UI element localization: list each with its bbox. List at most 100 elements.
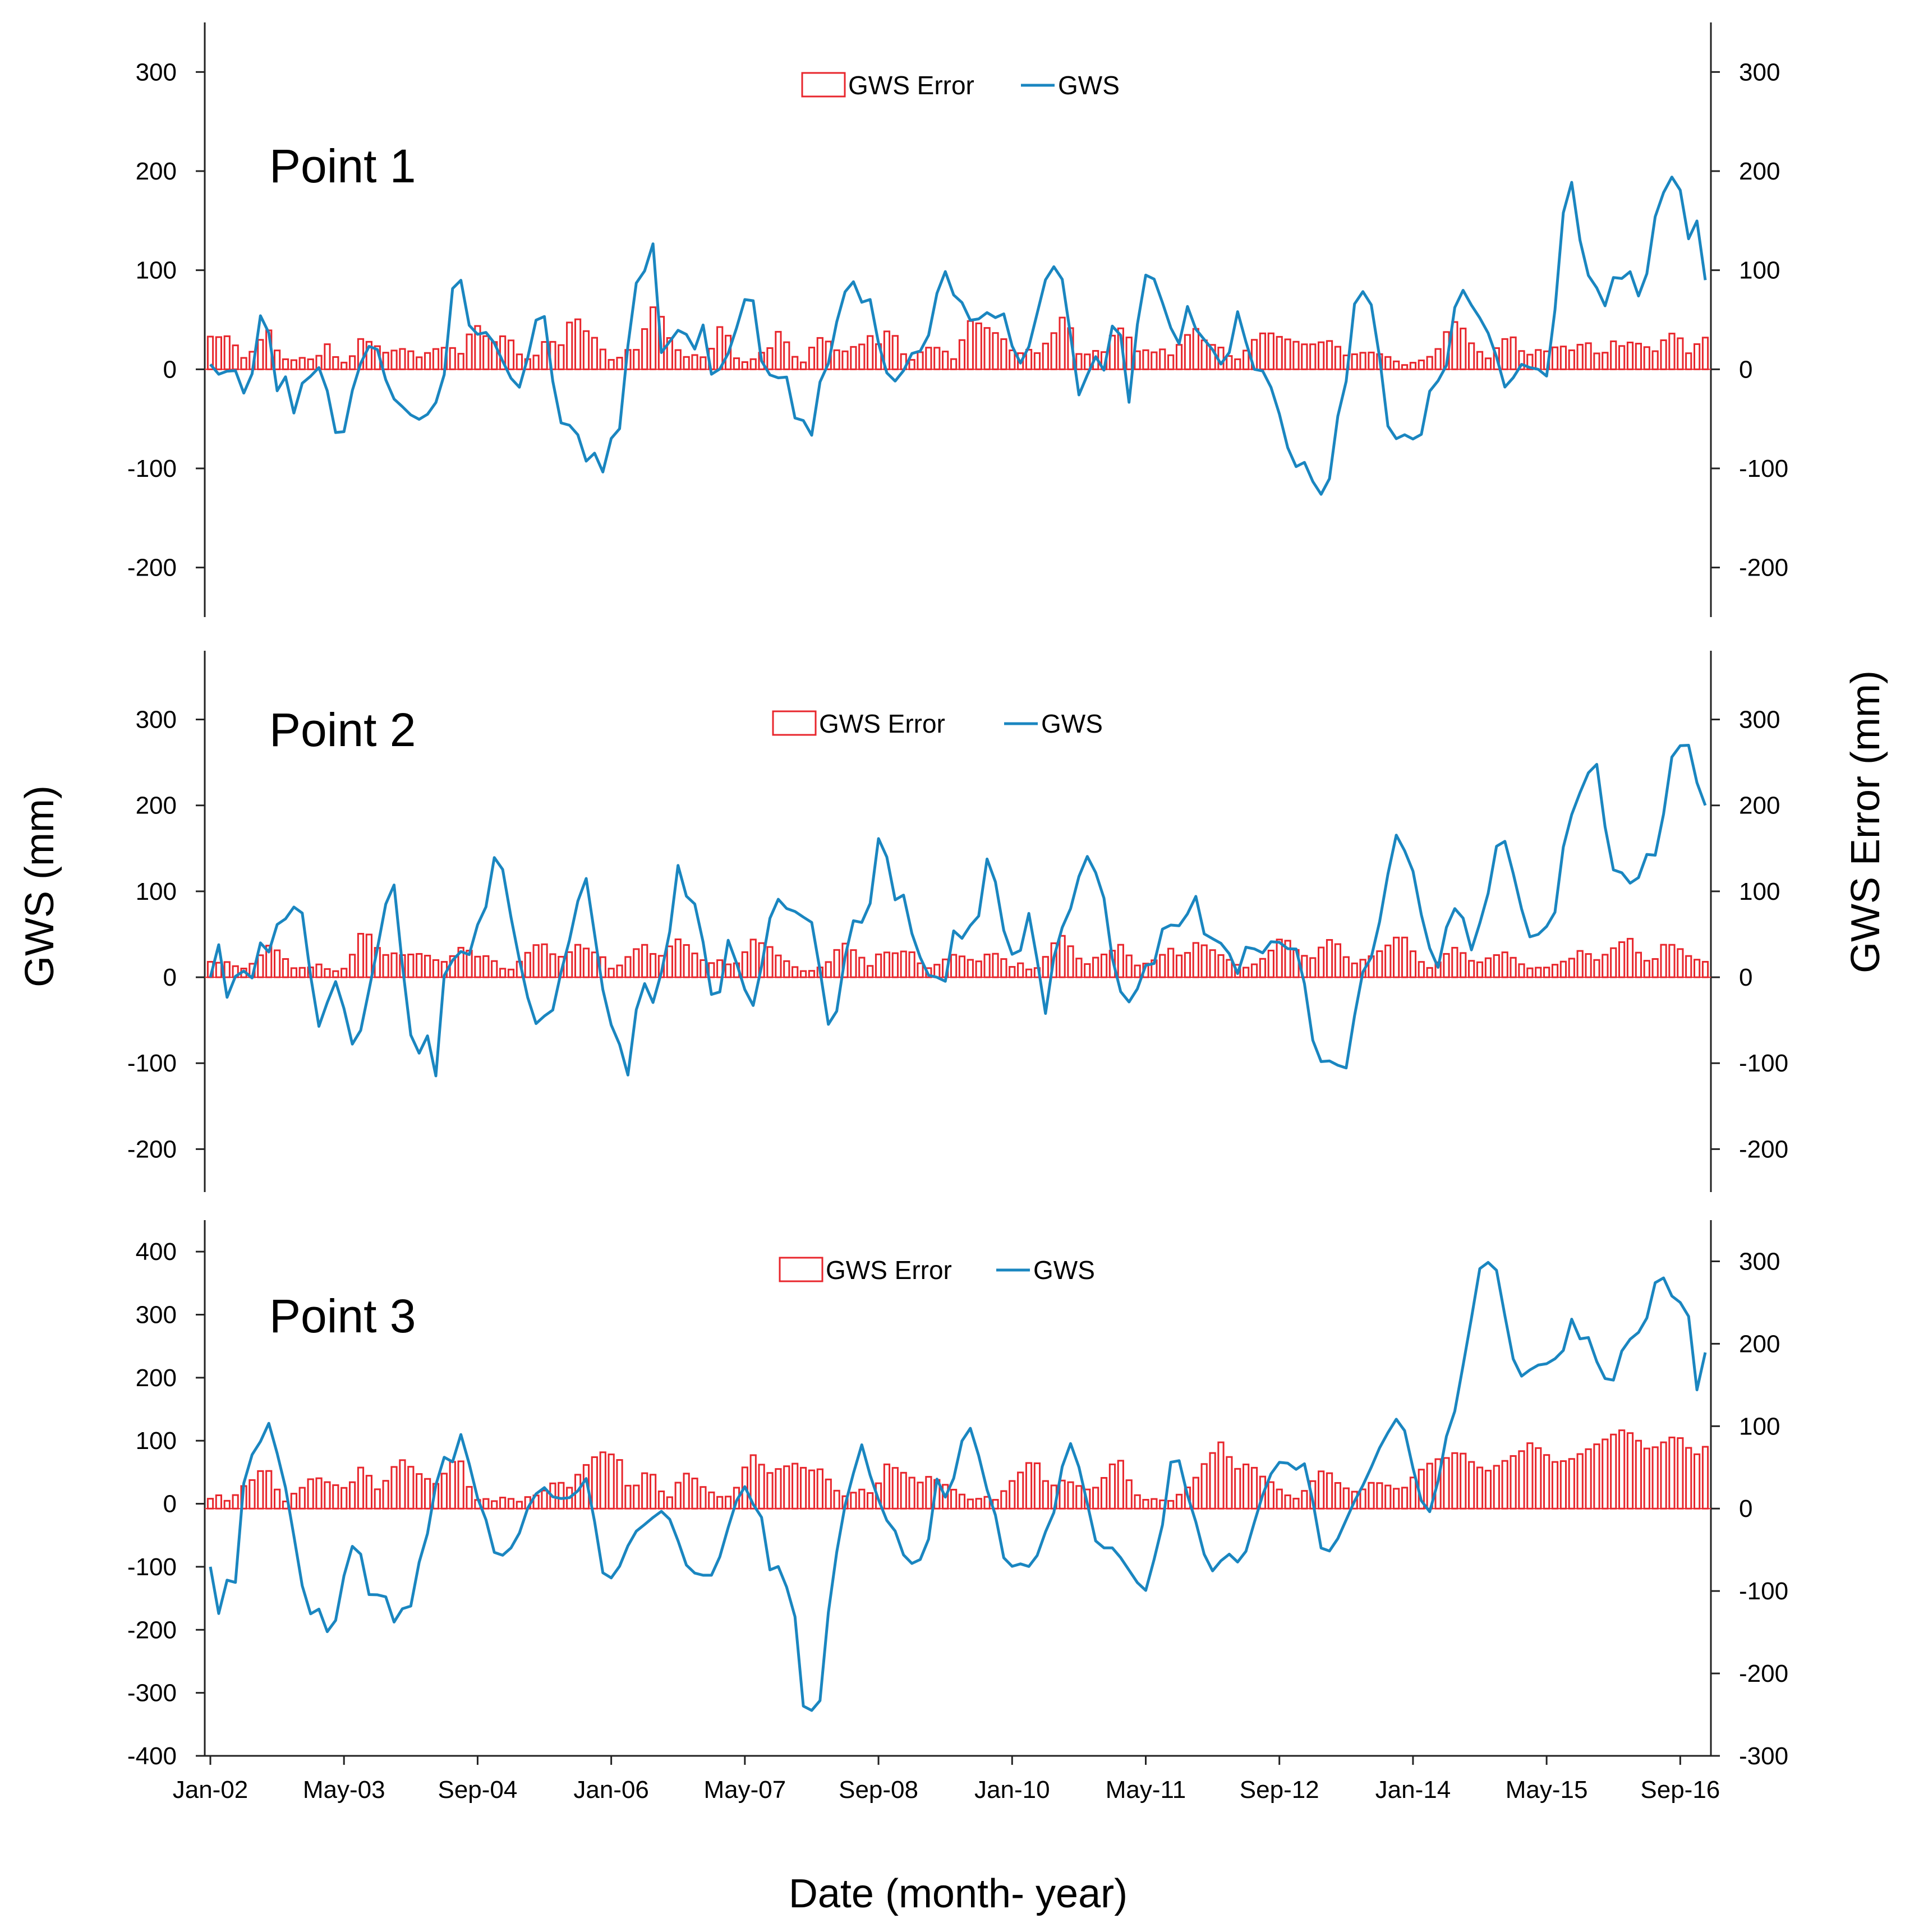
x-tick-label: Jan-06 <box>573 1776 649 1804</box>
error-bar <box>1284 1494 1291 1510</box>
panel-2: 300 200 100 0 -100 -200 300 200 100 0 -100 -200 Po… <box>127 651 1788 1192</box>
error-bar <box>1551 1461 1559 1510</box>
error-bar <box>298 1487 306 1510</box>
error-bar <box>792 356 799 370</box>
error-bar <box>1226 1456 1233 1510</box>
left-tick-label: 200 <box>136 1364 177 1392</box>
panel-1-legend: GWS Error GWS <box>801 71 1120 100</box>
left-tick-label: -100 <box>127 1553 177 1581</box>
right-tick-label: -100 <box>1739 455 1788 482</box>
panel-1-right-ticks: 300 200 100 0 -100 -200 <box>1711 58 1788 582</box>
error-bar <box>1610 1433 1617 1510</box>
error-bar <box>365 933 372 978</box>
error-bar <box>1476 351 1484 370</box>
error-bar <box>1100 953 1108 978</box>
right-tick-label: -100 <box>1739 1050 1788 1077</box>
error-bar <box>1626 937 1634 978</box>
error-bar <box>1200 944 1208 978</box>
error-bar <box>883 951 891 978</box>
error-bar <box>775 1468 782 1510</box>
error-bar <box>1643 346 1650 370</box>
error-bar <box>1092 956 1099 978</box>
error-bar <box>1234 358 1241 370</box>
error-bar <box>1418 359 1425 370</box>
error-bar <box>1701 960 1709 978</box>
left-tick-label: -400 <box>127 1742 177 1770</box>
error-bar <box>1409 362 1417 370</box>
error-bar <box>1393 936 1400 978</box>
left-tick-label: 0 <box>163 1491 177 1518</box>
error-bar <box>833 1489 840 1510</box>
error-bar <box>1559 960 1567 978</box>
error-bar <box>1184 952 1191 978</box>
error-bar <box>891 952 899 978</box>
error-bar <box>532 355 540 370</box>
error-bar <box>1535 967 1542 978</box>
error-bar <box>1301 1490 1308 1510</box>
x-tick-label: Jan-10 <box>974 1776 1050 1804</box>
panel-3-gws-line <box>209 1261 1707 1712</box>
error-bar <box>1276 335 1283 370</box>
error-bar <box>850 949 857 978</box>
right-tick-label: -100 <box>1739 1577 1788 1605</box>
error-bar <box>507 1498 515 1510</box>
error-bar <box>749 1454 757 1510</box>
panel-2-gws-line <box>209 744 1707 1078</box>
error-bar <box>1376 1482 1383 1510</box>
error-bar <box>1108 1463 1116 1510</box>
error-bar <box>1175 344 1183 370</box>
error-bar <box>382 954 389 978</box>
error-bar <box>850 1492 857 1510</box>
error-bar <box>1518 963 1525 978</box>
right-tick-label: 300 <box>1739 58 1780 86</box>
error-bar <box>841 350 849 370</box>
error-bar <box>683 356 690 370</box>
error-bar <box>382 1480 389 1510</box>
error-bar <box>215 1494 223 1510</box>
error-bar <box>1393 1488 1400 1510</box>
error-bar <box>1384 1484 1392 1510</box>
error-bar <box>1593 1443 1600 1510</box>
error-bar <box>1685 955 1692 978</box>
error-bar <box>273 949 281 978</box>
error-bar <box>1059 316 1066 370</box>
error-bar <box>1651 350 1659 370</box>
error-bar <box>591 1456 598 1510</box>
error-bar <box>608 1453 615 1510</box>
error-bar <box>407 350 415 370</box>
error-bar <box>1518 1450 1525 1510</box>
error-bar <box>1677 1437 1684 1510</box>
error-bar <box>1151 1498 1158 1510</box>
error-bar <box>867 335 874 370</box>
error-bar <box>1092 1487 1099 1510</box>
error-bar <box>1259 332 1267 370</box>
error-bar <box>290 359 297 370</box>
error-bar <box>1250 963 1258 978</box>
x-tick-label: May-11 <box>1106 1776 1186 1804</box>
error-bar <box>799 1466 807 1510</box>
right-tick-label: 100 <box>1739 1413 1780 1440</box>
error-bar <box>257 1470 264 1510</box>
error-bar <box>1585 1448 1592 1510</box>
panel-2-error-bars <box>205 933 1711 978</box>
legend-gws-label: GWS <box>1041 709 1103 738</box>
error-bar <box>1342 1487 1350 1510</box>
error-bar <box>1318 1470 1325 1510</box>
error-bar <box>624 1484 632 1510</box>
error-bar <box>775 330 782 370</box>
error-bar <box>1025 968 1033 978</box>
error-bar <box>1418 961 1425 978</box>
error-bar <box>1501 338 1508 370</box>
error-bar <box>1468 1461 1475 1510</box>
error-bar <box>1009 966 1016 978</box>
error-bar <box>1559 346 1567 370</box>
right-tick-label: 100 <box>1739 878 1780 905</box>
error-bar <box>792 1462 799 1510</box>
error-bar <box>983 327 991 370</box>
error-bar <box>1651 958 1659 978</box>
error-bar <box>1643 960 1650 978</box>
error-bar <box>1434 348 1442 370</box>
error-bar <box>340 968 348 978</box>
error-bar <box>749 358 757 370</box>
error-bar <box>1468 342 1475 370</box>
